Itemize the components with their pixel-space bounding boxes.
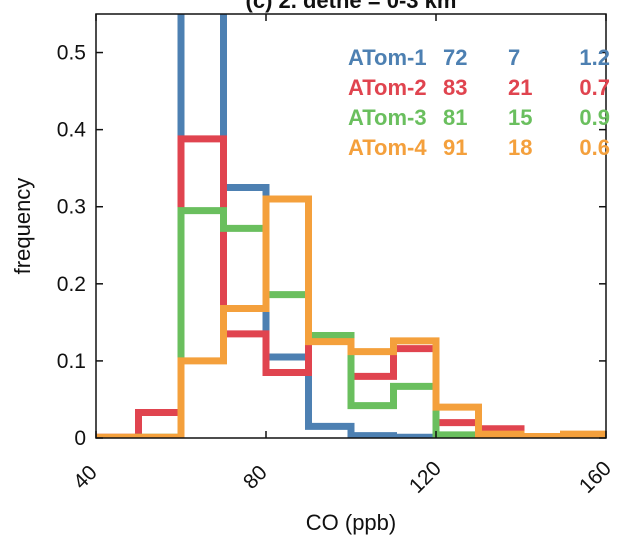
legend-stat: 83: [443, 75, 467, 100]
y-axis-title: frequency: [10, 178, 35, 275]
x-tick-label: 80: [239, 461, 272, 494]
legend-stat: 81: [443, 105, 467, 130]
series-line-1: [96, 14, 606, 438]
legend-stat: 7: [508, 45, 520, 70]
legend-series-name: ATom-3: [348, 105, 427, 130]
y-tick-label: 0.2: [57, 273, 86, 296]
legend-stat: 0.6: [579, 135, 610, 160]
y-tick-label: 0: [74, 427, 86, 450]
x-tick-label: 160: [575, 457, 616, 498]
legend-stat: 1.2: [579, 45, 610, 70]
legend-stat: 91: [443, 135, 467, 160]
legend-entry-3: ATom-3 81 15 0.9: [348, 105, 610, 130]
legend-stat: 0.7: [579, 75, 610, 100]
legend-stat: 18: [508, 135, 532, 160]
y-tick-label: 0.3: [57, 196, 86, 219]
y-tick-label: 0.5: [57, 42, 86, 65]
series-line-4: [96, 195, 606, 438]
y-tick-label: 0.1: [57, 350, 86, 373]
legend-series-name: ATom-1: [348, 45, 427, 70]
series-line-3: [96, 207, 606, 438]
axis-ticks: 0 0.1 0.2 0.3 0.4 0.5 40 80 120 160: [57, 14, 616, 498]
chart-title: (c) 2. detne = 0-3 km: [246, 0, 457, 13]
x-axis-title: CO (ppb): [306, 510, 396, 535]
legend-entry-1: ATom-1 72 7 1.2: [348, 45, 610, 70]
legend-entry-2: ATom-2 83 21 0.7: [348, 75, 610, 100]
legend-stat: 15: [508, 105, 532, 130]
legend-series-name: ATom-4: [348, 135, 427, 160]
x-tick-label: 120: [405, 457, 446, 498]
legend-stat: 21: [508, 75, 532, 100]
legend-entry-4: ATom-4 91 18 0.6: [348, 135, 610, 160]
x-tick-label: 40: [69, 461, 102, 494]
y-tick-label: 0.4: [57, 119, 87, 142]
legend-stat: 0.9: [579, 105, 610, 130]
plot-frame: [95, 13, 607, 439]
series-layer: [96, 14, 606, 438]
legend-series-name: ATom-2: [348, 75, 427, 100]
legend-stat: 72: [443, 45, 467, 70]
